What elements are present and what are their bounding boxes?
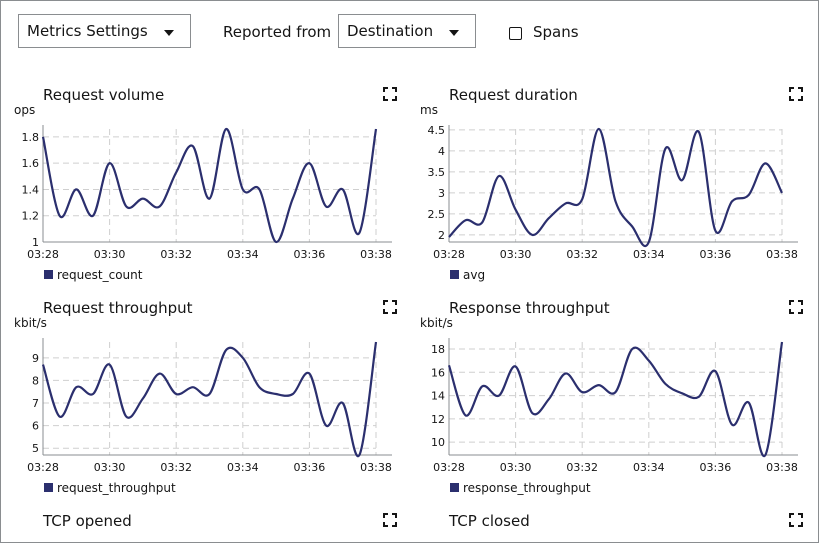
y-tick-label: 1.8 bbox=[22, 131, 40, 144]
y-tick-label: 1 bbox=[32, 236, 39, 249]
y-tick-label: 1.6 bbox=[22, 157, 40, 170]
x-tick-label: 03:30 bbox=[94, 461, 126, 474]
x-tick-label: 03:30 bbox=[94, 248, 126, 261]
y-tick-label: 1.4 bbox=[22, 183, 40, 196]
legend-swatch bbox=[44, 483, 53, 492]
y-tick-label: 8 bbox=[32, 374, 39, 387]
legend-label: request_count bbox=[57, 268, 143, 282]
chart-request-volume: ops 1 1.2 1.4 1.6 1.8 03:28 03:30 03:32 03:34 03:3… bbox=[14, 103, 392, 282]
y-tick-label: 14 bbox=[431, 390, 445, 403]
series-line-response-throughput bbox=[447, 341, 784, 458]
chevron-down-icon bbox=[164, 30, 174, 36]
x-tick-label: 03:34 bbox=[633, 248, 665, 261]
y-tick-label: 2.5 bbox=[428, 208, 446, 221]
y-tick-label: 10 bbox=[431, 436, 445, 449]
y-tick-label: 7 bbox=[32, 397, 39, 410]
x-tick-label: 03:28 bbox=[433, 461, 465, 474]
x-tick-label: 03:36 bbox=[700, 248, 732, 261]
panel-title-tcp-closed: TCP closed bbox=[449, 512, 530, 530]
panel-title-request-throughput: Request throughput bbox=[43, 299, 193, 317]
x-tick-label: 03:28 bbox=[27, 248, 59, 261]
y-tick-label: 3 bbox=[438, 187, 445, 200]
reported-from-value: Destination bbox=[347, 22, 434, 40]
expand-icon[interactable] bbox=[789, 513, 803, 527]
x-tick-label: 03:38 bbox=[766, 461, 798, 474]
legend-swatch bbox=[450, 270, 459, 279]
expand-icon[interactable] bbox=[789, 87, 803, 101]
x-tick-label: 03:28 bbox=[27, 461, 59, 474]
x-tick-label: 03:28 bbox=[433, 248, 465, 261]
x-tick-label: 03:32 bbox=[160, 248, 192, 261]
x-tick-label: 03:34 bbox=[227, 248, 259, 261]
metrics-settings-dropdown[interactable]: Metrics Settings bbox=[18, 14, 191, 48]
legend-label: avg bbox=[463, 268, 485, 282]
legend-label: request_throughput bbox=[57, 481, 176, 495]
panel-title-request-volume: Request volume bbox=[43, 86, 165, 104]
expand-icon[interactable] bbox=[383, 300, 397, 314]
x-tick-label: 03:30 bbox=[500, 248, 532, 261]
x-tick-label: 03:34 bbox=[227, 461, 259, 474]
panel-title-request-duration: Request duration bbox=[449, 86, 578, 104]
panel-title-tcp-opened: TCP opened bbox=[43, 512, 132, 530]
x-tick-label: 03:32 bbox=[566, 461, 598, 474]
series-line-avg bbox=[448, 127, 783, 248]
expand-icon[interactable] bbox=[789, 300, 803, 314]
y-axis-unit: ops bbox=[14, 103, 35, 117]
legend-label: response_throughput bbox=[463, 481, 591, 495]
legend-swatch bbox=[450, 483, 459, 492]
reported-from-label: Reported from bbox=[223, 23, 332, 41]
x-tick-label: 03:38 bbox=[360, 461, 392, 474]
spans-label: Spans bbox=[533, 23, 579, 41]
x-tick-label: 03:32 bbox=[566, 248, 598, 261]
expand-icon[interactable] bbox=[383, 513, 397, 527]
chart-response-throughput: kbit/s 10 12 14 16 18 03:28 03:30 03:32 03:34 03:3… bbox=[420, 316, 798, 495]
y-tick-label: 4 bbox=[438, 145, 445, 158]
x-tick-label: 03:34 bbox=[633, 461, 665, 474]
y-tick-label: 3.5 bbox=[428, 166, 446, 179]
x-tick-label: 03:36 bbox=[294, 461, 326, 474]
chart-request-throughput: kbit/s 5 6 7 8 9 03:28 03:30 03:32 03:34 03:36 03:3… bbox=[14, 316, 392, 495]
y-tick-label: 5 bbox=[32, 442, 39, 455]
x-tick-label: 03:32 bbox=[160, 461, 192, 474]
y-axis-unit: ms bbox=[420, 103, 438, 117]
y-tick-label: 16 bbox=[431, 366, 445, 379]
y-tick-label: 2 bbox=[438, 229, 445, 242]
y-tick-label: 4.5 bbox=[428, 124, 446, 137]
reported-from-dropdown[interactable]: Destination bbox=[338, 14, 476, 48]
y-tick-label: 9 bbox=[32, 352, 39, 365]
chart-request-duration: ms 2 2.5 3 3.5 4 4.5 03:28 03:30 03:32 03:34 03:36 0… bbox=[420, 103, 798, 282]
y-tick-label: 1.2 bbox=[22, 210, 40, 223]
series-line-request-count bbox=[41, 127, 378, 244]
y-axis-unit: kbit/s bbox=[420, 316, 453, 330]
y-tick-label: 18 bbox=[431, 343, 445, 356]
expand-icon[interactable] bbox=[383, 87, 397, 101]
y-axis-unit: kbit/s bbox=[14, 316, 47, 330]
x-tick-label: 03:36 bbox=[700, 461, 732, 474]
x-tick-label: 03:38 bbox=[766, 248, 798, 261]
panel-title-response-throughput: Response throughput bbox=[449, 299, 610, 317]
chevron-down-icon bbox=[449, 30, 459, 36]
legend-swatch bbox=[44, 270, 53, 279]
series-line-request-throughput bbox=[41, 341, 378, 458]
spans-checkbox[interactable] bbox=[509, 27, 522, 40]
y-tick-label: 12 bbox=[431, 413, 445, 426]
x-tick-label: 03:30 bbox=[500, 461, 532, 474]
metrics-settings-label: Metrics Settings bbox=[27, 22, 148, 40]
x-tick-label: 03:36 bbox=[294, 248, 326, 261]
x-tick-label: 03:38 bbox=[360, 248, 392, 261]
y-tick-label: 6 bbox=[32, 420, 39, 433]
